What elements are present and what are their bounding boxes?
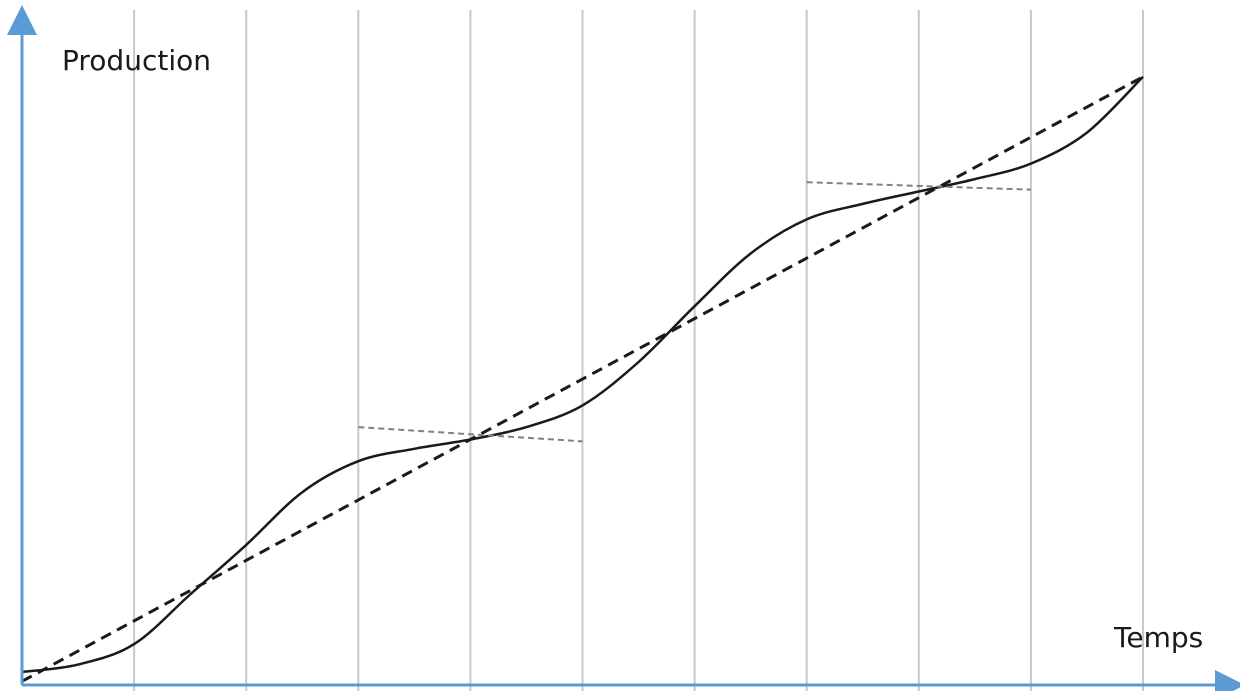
- series-line-curve: [21, 75, 1144, 674]
- series-line-trend: [21, 75, 1144, 683]
- x-axis-label: Temps: [1113, 621, 1203, 654]
- grid: [133, 10, 1144, 691]
- plot-lines: [21, 75, 1144, 683]
- y-axis-label: Production: [62, 44, 211, 77]
- series-line-tangent-2: [358, 426, 583, 443]
- series-line-tangent-3: [806, 181, 1031, 191]
